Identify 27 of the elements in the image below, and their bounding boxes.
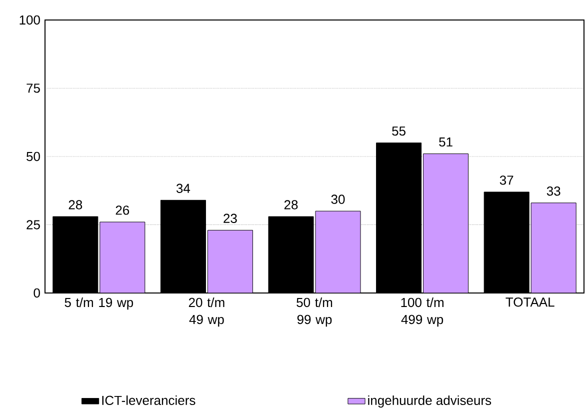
x-tick-label: 100 t/m 499 wp [401,298,444,327]
data-label: 26 [116,206,130,215]
x-tick-label: TOTAAL [506,298,554,307]
data-label: 37 [500,176,514,185]
data-label: 55 [392,126,406,136]
data-label: 34 [176,184,190,193]
data-label: 33 [546,186,560,196]
bar [423,154,469,293]
y-tick-label: 100 [20,15,40,25]
data-label: 28 [284,200,298,210]
y-tick-label: 0 [34,288,40,298]
data-label: 30 [331,194,345,204]
data-label: 51 [439,137,452,147]
bar [530,202,576,293]
x-tick-label: 5 t/m 19 wp [64,298,134,310]
bar [315,210,361,293]
x-tick-label: 50 t/m 99 wp [296,298,332,327]
data-label: 28 [68,200,82,210]
bar [100,222,146,293]
bar [207,230,253,293]
legend-label: ingehuurde adviseurs [368,395,492,408]
y-tick-label: 50 [26,152,40,162]
legend-label: ICT-leveranciers [102,395,196,406]
data-label: 23 [224,214,237,223]
y-tick-label: 25 [26,220,40,230]
y-tick-label: 75 [26,84,40,93]
x-tick-label: 20 t/m 49 wp [188,298,224,327]
